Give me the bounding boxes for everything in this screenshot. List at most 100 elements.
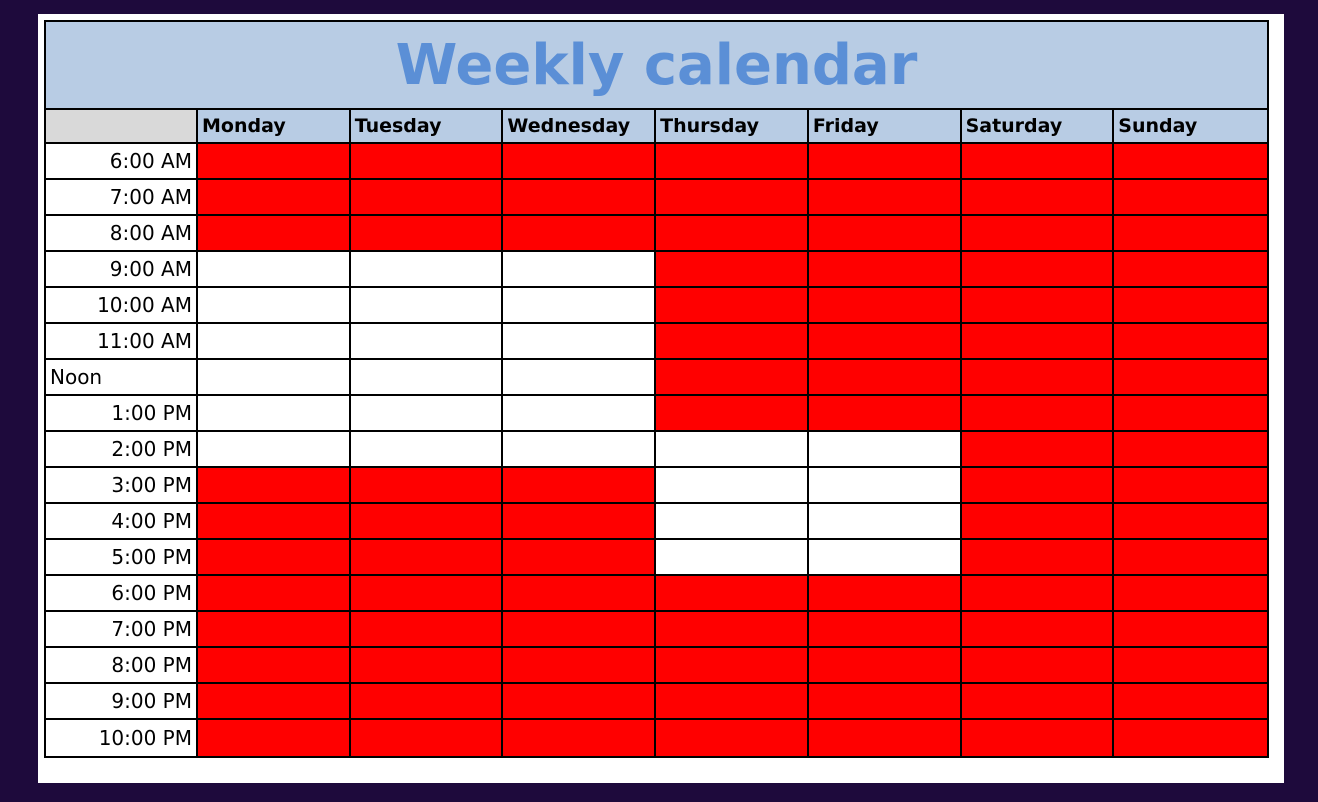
time-slot-sunday[interactable] — [1114, 432, 1267, 468]
time-slot-wednesday[interactable] — [503, 648, 657, 684]
time-slot-monday[interactable] — [198, 504, 351, 540]
time-slot-thursday[interactable] — [656, 720, 809, 756]
time-slot-monday[interactable] — [198, 144, 351, 180]
time-slot-wednesday[interactable] — [503, 252, 657, 288]
time-slot-thursday[interactable] — [656, 540, 809, 576]
time-slot-saturday[interactable] — [961, 252, 1115, 288]
time-slot-tuesday[interactable] — [350, 720, 504, 756]
time-slot-friday[interactable] — [808, 288, 962, 324]
time-slot-monday[interactable] — [198, 180, 351, 216]
time-slot-thursday[interactable] — [656, 432, 809, 468]
time-slot-friday[interactable] — [808, 252, 962, 288]
time-slot-sunday[interactable] — [1114, 252, 1267, 288]
time-slot-thursday[interactable] — [656, 360, 809, 396]
time-slot-tuesday[interactable] — [350, 180, 504, 216]
time-slot-sunday[interactable] — [1114, 720, 1267, 756]
time-slot-thursday[interactable] — [656, 684, 809, 720]
time-slot-monday[interactable] — [198, 432, 351, 468]
time-slot-thursday[interactable] — [656, 324, 809, 360]
time-slot-tuesday[interactable] — [350, 144, 504, 180]
time-slot-tuesday[interactable] — [350, 432, 504, 468]
time-slot-monday[interactable] — [198, 396, 351, 432]
time-slot-wednesday[interactable] — [503, 504, 657, 540]
time-slot-saturday[interactable] — [961, 540, 1115, 576]
time-slot-wednesday[interactable] — [503, 288, 657, 324]
time-slot-saturday[interactable] — [961, 504, 1115, 540]
time-slot-sunday[interactable] — [1114, 540, 1267, 576]
time-slot-sunday[interactable] — [1114, 288, 1267, 324]
time-slot-monday[interactable] — [198, 684, 351, 720]
time-slot-friday[interactable] — [808, 648, 962, 684]
time-slot-tuesday[interactable] — [350, 396, 504, 432]
time-slot-saturday[interactable] — [961, 360, 1115, 396]
time-slot-tuesday[interactable] — [350, 504, 504, 540]
time-slot-monday[interactable] — [198, 612, 351, 648]
time-slot-monday[interactable] — [198, 216, 351, 252]
time-slot-friday[interactable] — [808, 360, 962, 396]
time-slot-wednesday[interactable] — [503, 612, 657, 648]
time-slot-sunday[interactable] — [1114, 396, 1267, 432]
time-slot-saturday[interactable] — [961, 612, 1115, 648]
time-slot-monday[interactable] — [198, 360, 351, 396]
time-slot-thursday[interactable] — [656, 396, 809, 432]
time-slot-friday[interactable] — [808, 540, 962, 576]
time-slot-saturday[interactable] — [961, 216, 1115, 252]
time-slot-thursday[interactable] — [656, 288, 809, 324]
time-slot-monday[interactable] — [198, 540, 351, 576]
time-slot-wednesday[interactable] — [503, 576, 657, 612]
time-slot-thursday[interactable] — [656, 216, 809, 252]
time-slot-thursday[interactable] — [656, 180, 809, 216]
time-slot-saturday[interactable] — [961, 396, 1115, 432]
time-slot-saturday[interactable] — [961, 180, 1115, 216]
time-slot-friday[interactable] — [808, 216, 962, 252]
time-slot-sunday[interactable] — [1114, 216, 1267, 252]
time-slot-friday[interactable] — [808, 144, 962, 180]
time-slot-wednesday[interactable] — [503, 540, 657, 576]
time-slot-wednesday[interactable] — [503, 216, 657, 252]
time-slot-sunday[interactable] — [1114, 180, 1267, 216]
time-slot-wednesday[interactable] — [503, 684, 657, 720]
time-slot-monday[interactable] — [198, 648, 351, 684]
time-slot-friday[interactable] — [808, 324, 962, 360]
time-slot-friday[interactable] — [808, 432, 962, 468]
time-slot-thursday[interactable] — [656, 144, 809, 180]
time-slot-saturday[interactable] — [961, 288, 1115, 324]
time-slot-wednesday[interactable] — [503, 324, 657, 360]
time-slot-monday[interactable] — [198, 720, 351, 756]
time-slot-monday[interactable] — [198, 468, 351, 504]
time-slot-tuesday[interactable] — [350, 540, 504, 576]
time-slot-tuesday[interactable] — [350, 468, 504, 504]
time-slot-wednesday[interactable] — [503, 720, 657, 756]
time-slot-wednesday[interactable] — [503, 432, 657, 468]
time-slot-saturday[interactable] — [961, 684, 1115, 720]
time-slot-monday[interactable] — [198, 324, 351, 360]
time-slot-thursday[interactable] — [656, 576, 809, 612]
time-slot-wednesday[interactable] — [503, 468, 657, 504]
time-slot-sunday[interactable] — [1114, 468, 1267, 504]
time-slot-sunday[interactable] — [1114, 648, 1267, 684]
time-slot-tuesday[interactable] — [350, 324, 504, 360]
time-slot-friday[interactable] — [808, 720, 962, 756]
time-slot-friday[interactable] — [808, 576, 962, 612]
time-slot-monday[interactable] — [198, 576, 351, 612]
time-slot-wednesday[interactable] — [503, 396, 657, 432]
time-slot-saturday[interactable] — [961, 648, 1115, 684]
time-slot-wednesday[interactable] — [503, 144, 657, 180]
time-slot-tuesday[interactable] — [350, 684, 504, 720]
time-slot-tuesday[interactable] — [350, 360, 504, 396]
time-slot-friday[interactable] — [808, 180, 962, 216]
time-slot-thursday[interactable] — [656, 648, 809, 684]
time-slot-tuesday[interactable] — [350, 648, 504, 684]
time-slot-thursday[interactable] — [656, 468, 809, 504]
time-slot-saturday[interactable] — [961, 432, 1115, 468]
time-slot-monday[interactable] — [198, 288, 351, 324]
time-slot-tuesday[interactable] — [350, 216, 504, 252]
time-slot-wednesday[interactable] — [503, 180, 657, 216]
time-slot-friday[interactable] — [808, 468, 962, 504]
time-slot-sunday[interactable] — [1114, 576, 1267, 612]
time-slot-sunday[interactable] — [1114, 324, 1267, 360]
time-slot-thursday[interactable] — [656, 612, 809, 648]
time-slot-friday[interactable] — [808, 684, 962, 720]
time-slot-tuesday[interactable] — [350, 612, 504, 648]
time-slot-monday[interactable] — [198, 252, 351, 288]
